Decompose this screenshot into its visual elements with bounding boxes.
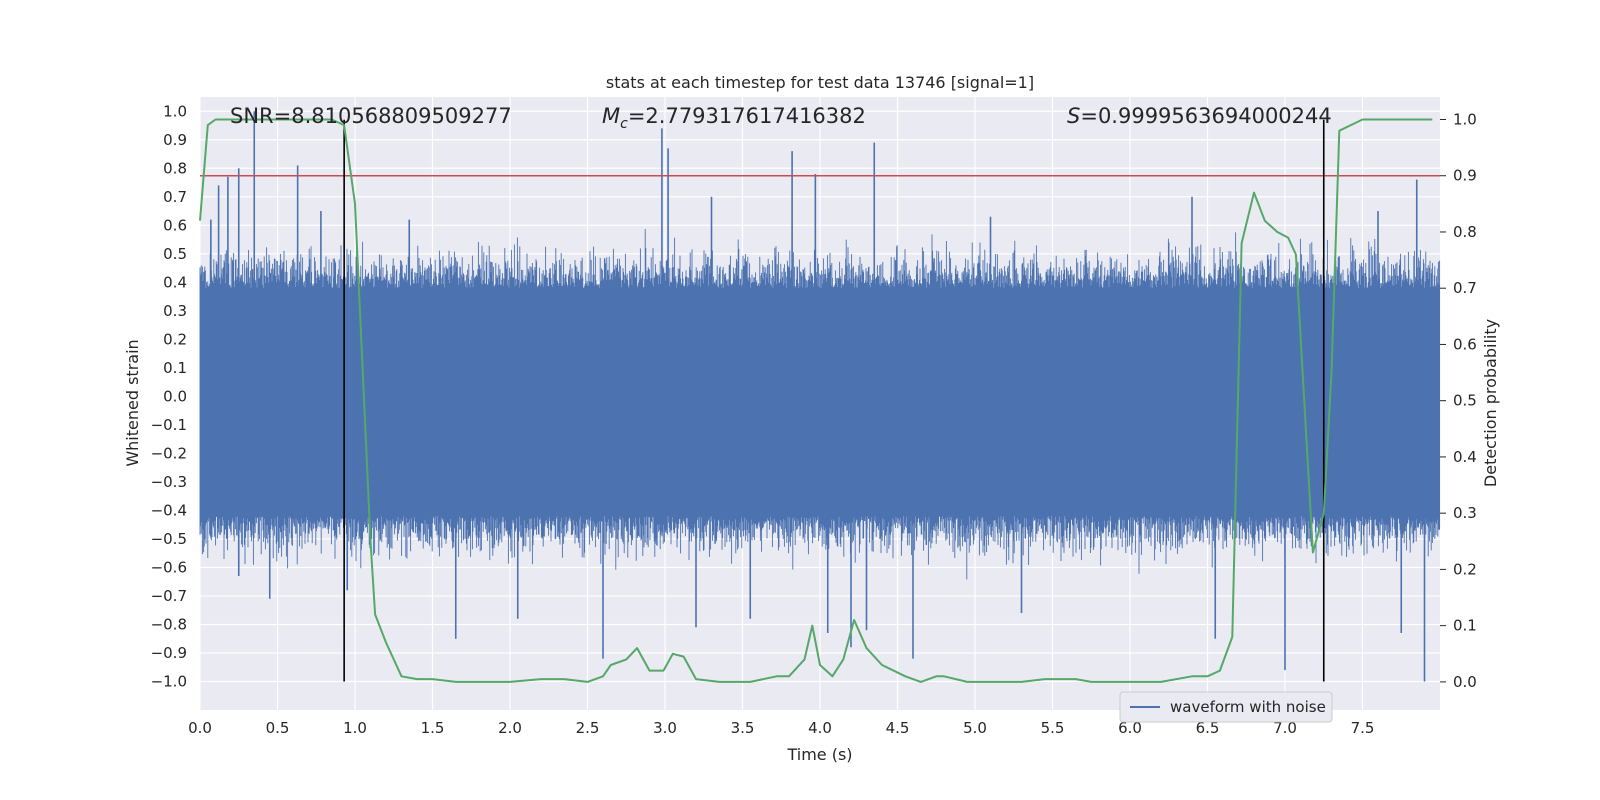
y-tick-label: −0.3	[151, 473, 187, 491]
y-tick-label: 0.5	[163, 245, 187, 263]
y2-tick-label: 0.7	[1453, 279, 1477, 297]
y-tick-label: 0.4	[163, 273, 187, 291]
snr-annotation: SNR=8.810568809509277	[230, 104, 512, 128]
x-tick-label: 7.0	[1273, 719, 1297, 737]
y-tick-label: −0.5	[151, 530, 187, 548]
y2-tick-label: 0.0	[1453, 673, 1477, 691]
y2-axis-ticks: 1.0 0.9 0.8 0.7 0.6 0.5 0.4 0.3 0.2 0.1 0.0	[1440, 110, 1477, 691]
y-tick-label: 0.2	[163, 330, 187, 348]
overlays	[199, 118, 1440, 683]
y-tick-label: 0.1	[163, 359, 187, 377]
legend-box	[1119, 691, 1333, 723]
chart-title: stats at each timestep for test data 137…	[606, 73, 1034, 92]
y2-tick-label: 0.5	[1453, 392, 1477, 410]
x-tick-label: 5.0	[963, 719, 987, 737]
x-tick-label: 3.0	[653, 719, 677, 737]
y-tick-label: 1.0	[163, 102, 187, 120]
x-tick-label: 0.0	[188, 719, 212, 737]
waveform-noise	[199, 229, 1441, 580]
x-axis-title: Time (s)	[786, 745, 852, 764]
y2-tick-label: 1.0	[1453, 110, 1477, 128]
y2-tick-label: 0.8	[1453, 223, 1477, 241]
y-tick-label: −0.6	[151, 558, 187, 576]
detection-score-annotation: S=0.9999563694000244	[1067, 104, 1332, 128]
x-tick-label: 1.5	[421, 719, 445, 737]
detection-score-value: =0.9999563694000244	[1080, 104, 1331, 128]
y2-tick-label: 0.6	[1453, 335, 1477, 353]
y2-axis-title: Detection probability	[1481, 319, 1500, 487]
x-tick-label: 4.0	[808, 719, 832, 737]
x-tick-label: 3.5	[731, 719, 755, 737]
x-tick-label: 4.5	[886, 719, 910, 737]
y2-tick-label: 0.3	[1453, 504, 1477, 522]
y2-tick-label: 0.9	[1453, 167, 1477, 185]
x-tick-label: 6.5	[1196, 719, 1220, 737]
y-tick-label: −0.9	[151, 644, 187, 662]
x-tick-label: 2.5	[576, 719, 600, 737]
y-tick-label: 0.7	[163, 188, 187, 206]
y2-tick-label: 0.4	[1453, 448, 1477, 466]
legend: waveform with noise	[1119, 691, 1333, 723]
y-tick-label: −1.0	[151, 672, 187, 690]
y-tick-label: −0.7	[151, 587, 187, 605]
y-tick-label: 0.8	[163, 159, 187, 177]
x-tick-label: 1.0	[343, 719, 367, 737]
y-tick-label: −0.8	[151, 615, 187, 633]
legend-entry-waveform: waveform with noise	[1170, 698, 1326, 716]
x-tick-label: 6.0	[1118, 719, 1142, 737]
chirp-mass-subscript: c	[620, 116, 628, 132]
x-tick-label: 5.5	[1041, 719, 1065, 737]
y-tick-label: 0.6	[163, 216, 187, 234]
y2-tick-label: 0.1	[1453, 617, 1477, 635]
detection-probability-line	[199, 118, 1433, 683]
chirp-mass-annotation: Mc=2.779317617416382	[602, 104, 866, 132]
x-axis-ticks: 0.0 0.5 1.0 1.5 2.0 2.5 3.0 3.5 4.0 4.5 5.0 5.5 6.0 6…	[188, 719, 1374, 737]
y-tick-label: 0.0	[163, 387, 187, 405]
y-tick-label: −0.2	[151, 444, 187, 462]
x-tick-label: 7.5	[1351, 719, 1375, 737]
y-tick-label: −0.4	[151, 501, 187, 519]
detection-score-symbol: S	[1067, 104, 1080, 128]
x-tick-label: 2.0	[498, 719, 522, 737]
y2-tick-label: 0.2	[1453, 560, 1477, 578]
y-axis-ticks: 1.0 0.9 0.8 0.7 0.6 0.5 0.4 0.3 0.2 0.1 0.0 −0.1 −0.…	[151, 102, 187, 690]
x-tick-label: 0.5	[266, 719, 290, 737]
y-tick-label: 0.3	[163, 302, 187, 320]
y-axis-title: Whitened strain	[123, 339, 142, 466]
chirp-mass-symbol: M	[602, 104, 620, 128]
y-tick-label: −0.1	[151, 416, 187, 434]
y-tick-label: 0.9	[163, 131, 187, 149]
chirp-mass-value: =2.779317617416382	[628, 104, 866, 128]
waveform-with-noise-series	[199, 111, 1441, 682]
